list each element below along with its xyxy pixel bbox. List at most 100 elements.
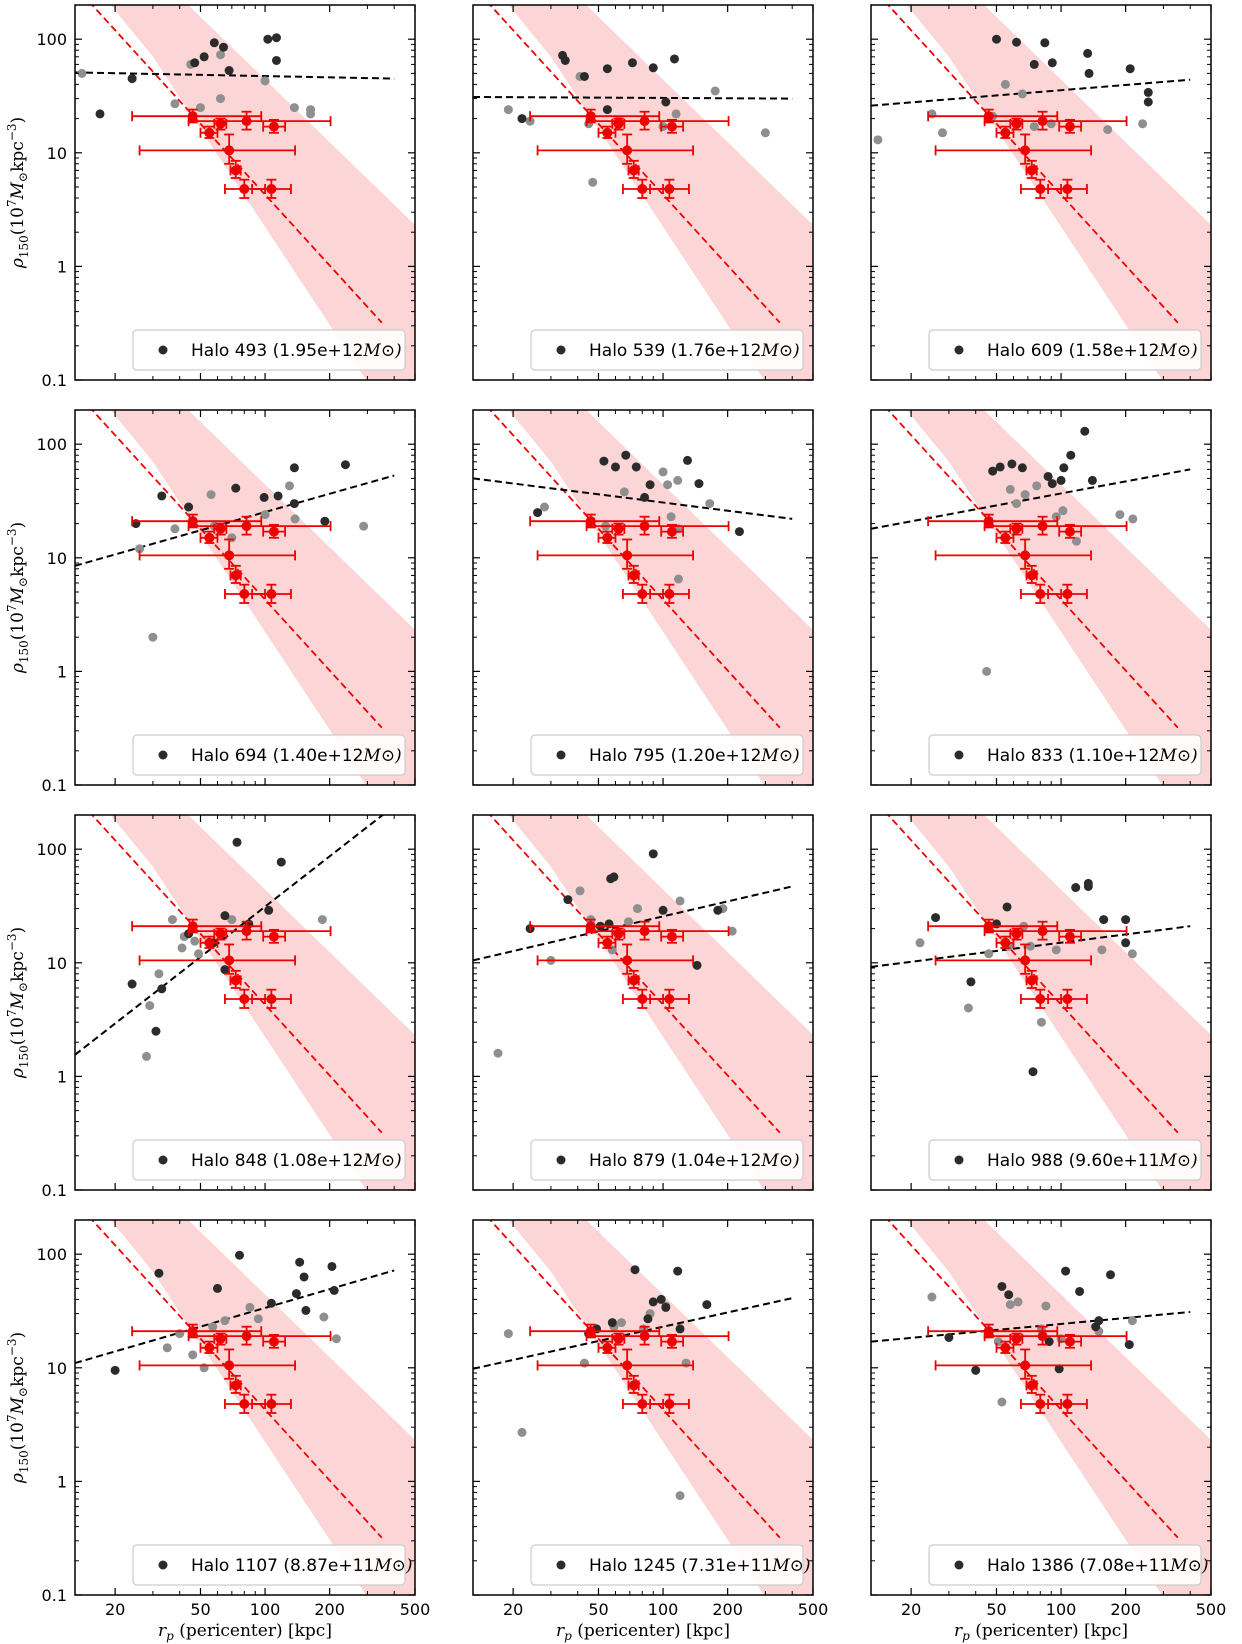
observed-marker: [602, 1342, 613, 1353]
observed-point: [199, 1340, 219, 1354]
observed-point: [199, 935, 219, 949]
satellite-point-dark: [224, 66, 234, 76]
observed-point: [1058, 523, 1083, 539]
satellite-point-dark: [607, 1318, 617, 1328]
satellite-point-dark: [579, 71, 589, 81]
observed-point: [138, 538, 296, 570]
satellite-point-light: [1000, 79, 1010, 89]
legend: Halo 539 (1.76e+12M⊙): [530, 329, 804, 371]
observed-point: [529, 513, 661, 529]
panel-frame: [472, 409, 814, 786]
satellite-point-light: [167, 915, 177, 925]
observed-marker: [602, 532, 613, 543]
panel-9: Halo 988 (9.60e+11M⊙): [870, 814, 1212, 1191]
satellite-point-dark: [661, 97, 671, 107]
legend: Halo 848 (1.08e+12M⊙): [132, 1139, 406, 1181]
observed-marker: [266, 184, 277, 195]
legend: Halo 988 (9.60e+11M⊙): [928, 1139, 1202, 1181]
satellite-point-light: [705, 499, 715, 509]
x-tick-label: 200: [314, 1600, 345, 1619]
satellite-point-light: [675, 896, 685, 906]
panel-7: 0.1 1 10 100 ρ150(107M⊙kpc−3) Halo 848 (1.08e…: [5, 814, 416, 1200]
panel-6: Halo 833 (1.10e+12M⊙): [870, 409, 1212, 786]
satellite-point-light: [666, 512, 676, 522]
legend-marker: [158, 1155, 168, 1165]
satellite-point-dark: [327, 1261, 337, 1271]
satellite-point-dark: [966, 977, 976, 987]
x-tick-label: 100: [648, 1600, 679, 1619]
legend-label: Halo 609 (1.58e+12M⊙): [987, 341, 1198, 361]
observed-marker: [585, 921, 596, 932]
observed-marker: [664, 994, 675, 1005]
observed-point: [983, 1325, 1128, 1346]
y-tick-label: 10: [47, 144, 67, 163]
observed-marker: [1062, 994, 1073, 1005]
satellite-point-light: [673, 574, 683, 584]
satellite-point-dark: [340, 460, 350, 470]
y-axis-label: ρ150(107M⊙kpc−3): [5, 1332, 31, 1484]
observed-point: [1047, 178, 1088, 199]
satellite-point-dark: [1099, 915, 1109, 925]
observed-point: [1058, 1333, 1083, 1349]
legend-marker: [158, 750, 168, 760]
satellite-point-light: [760, 128, 770, 138]
observed-fit-line: [90, 410, 383, 729]
observed-marker: [1000, 1342, 1011, 1353]
satellite-point-light: [1128, 514, 1138, 524]
observed-point: [262, 1333, 287, 1349]
satellite-point-light: [1012, 499, 1022, 509]
observed-marker: [204, 937, 215, 948]
x-tick-label: 100: [250, 1600, 281, 1619]
satellite-point-light: [135, 544, 145, 554]
satellite-point-light: [216, 50, 226, 60]
plot-area: [473, 410, 813, 785]
observed-point: [927, 108, 1059, 124]
observed-marker: [266, 1399, 277, 1410]
x-tick-label: 50: [588, 1600, 608, 1619]
y-tick-label: 100: [36, 1245, 67, 1264]
satellite-point-dark: [658, 905, 668, 915]
satellite-point-light: [982, 666, 992, 676]
satellite-point-dark: [271, 55, 281, 65]
plot-area: [75, 1220, 415, 1595]
satellite-point-dark: [1040, 38, 1050, 48]
satellite-point-light: [1127, 949, 1137, 959]
satellite-point-dark: [702, 1300, 712, 1310]
observed-marker: [1026, 165, 1037, 176]
x-tick-label: 200: [1110, 1600, 1141, 1619]
halo-fit-line: [871, 468, 1191, 530]
halo-fit-line: [871, 1310, 1191, 1343]
legend-box: [132, 1139, 406, 1181]
satellite-point-light: [997, 1397, 1007, 1407]
observed-marker: [1064, 121, 1075, 132]
satellite-point-light: [260, 76, 270, 86]
satellite-point-light: [623, 917, 633, 927]
satellite-point-light: [632, 904, 642, 914]
satellite-point-dark: [661, 1302, 671, 1312]
satellite-point-light: [77, 68, 87, 78]
satellite-point-dark: [602, 64, 612, 74]
observed-point: [622, 1393, 664, 1414]
observed-marker: [239, 994, 250, 1005]
satellite-point-dark: [1087, 475, 1097, 485]
observed-marker: [983, 1326, 994, 1337]
satellite-point-dark: [1080, 426, 1090, 436]
observed-marker: [241, 521, 252, 532]
observed-marker: [637, 1399, 648, 1410]
x-tick-label: 200: [712, 1600, 743, 1619]
y-tick-label: 100: [36, 435, 67, 454]
panel-frame: [74, 1219, 416, 1596]
satellite-point-light: [1005, 1300, 1015, 1310]
satellite-point-dark: [127, 74, 137, 84]
satellite-point-dark: [656, 1294, 666, 1304]
satellite-point-dark: [1105, 1270, 1115, 1280]
legend: Halo 493 (1.95e+12M⊙): [132, 329, 406, 371]
legend-marker: [556, 1560, 566, 1570]
observed-marker: [666, 1336, 677, 1347]
observed-point: [927, 918, 1059, 934]
satellite-point-light: [170, 524, 180, 534]
legend-label: Halo 848 (1.08e+12M⊙): [191, 1151, 402, 1171]
satellite-point-light: [673, 475, 683, 485]
satellite-point-light: [1097, 945, 1107, 955]
